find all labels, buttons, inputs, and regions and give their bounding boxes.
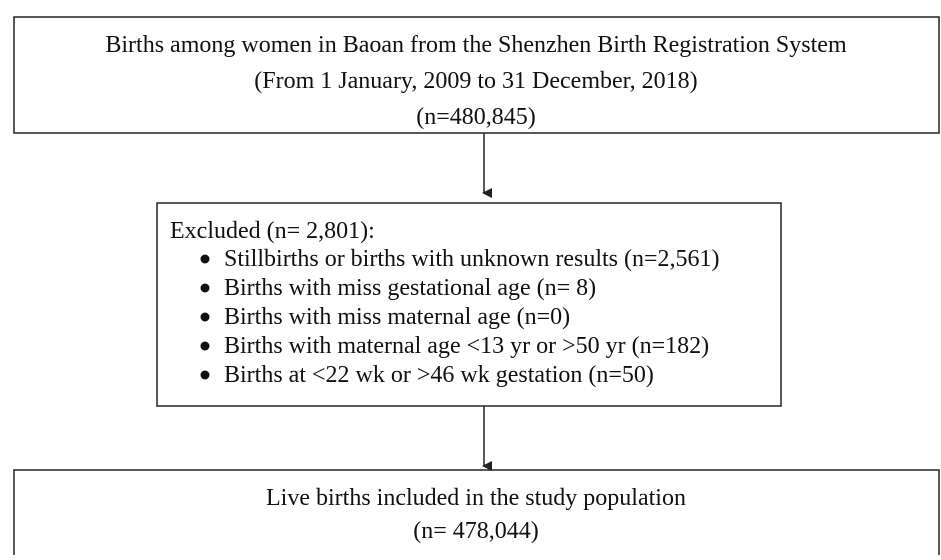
node-text: (n= 478,044) (413, 518, 539, 544)
list-item: Stillbirths or births with unknown resul… (224, 246, 720, 272)
bullet (200, 370, 210, 380)
node-text: Births among women in Baoan from the She… (105, 32, 847, 58)
bullet (200, 283, 210, 293)
box-excluded (156, 202, 782, 407)
node-text: Live births included in the study popula… (266, 485, 686, 511)
list-item: Births with miss gestational age (n= 8) (224, 275, 596, 301)
node-text: (n=480,845) (416, 104, 536, 130)
list-item: Births at <22 wk or >46 wk gestation (n=… (224, 362, 654, 388)
list-item: Births with maternal age <13 yr or >50 y… (224, 333, 709, 359)
box-included (13, 469, 940, 560)
node-title: Excluded (n= 2,801): (170, 218, 375, 244)
box-source (13, 16, 940, 134)
bullet (200, 341, 210, 351)
node-text: (From 1 January, 2009 to 31 December, 20… (254, 68, 697, 94)
bullet (200, 254, 210, 264)
list-item: Births with miss maternal age (n=0) (224, 304, 570, 330)
bullet (200, 312, 210, 322)
